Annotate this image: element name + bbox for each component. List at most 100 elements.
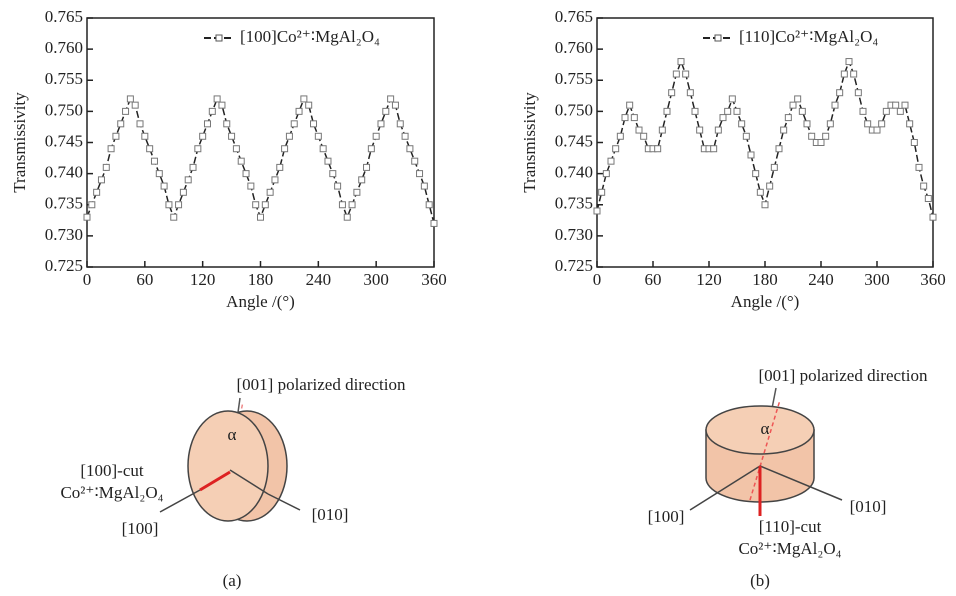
marker: [146, 145, 154, 153]
marker: [873, 126, 881, 134]
marker: [131, 101, 139, 109]
marker: [117, 120, 125, 128]
y-tick-label: 0.740: [555, 163, 593, 182]
marker: [141, 132, 149, 140]
marker: [377, 120, 385, 128]
marker: [845, 58, 853, 66]
marker: [257, 213, 264, 221]
x-tick-label: 300: [864, 270, 890, 289]
marker: [686, 89, 694, 97]
marker: [353, 188, 361, 196]
y-tick-label: 0.725: [555, 256, 593, 275]
marker: [228, 132, 236, 140]
marker: [654, 145, 662, 153]
axis-label: [001] polarized direction: [759, 366, 928, 385]
marker: [836, 89, 844, 97]
marker: [822, 132, 830, 140]
marker: [213, 95, 221, 103]
marker: [775, 145, 783, 153]
marker: [752, 170, 760, 178]
marker: [150, 157, 158, 165]
marker: [160, 182, 168, 190]
legend-marker: [714, 34, 722, 42]
marker: [840, 70, 848, 78]
marker: [896, 107, 904, 115]
marker: [300, 95, 308, 103]
y-tick-label: 0.745: [45, 131, 83, 150]
cylinder-top: [705, 405, 815, 455]
marker: [295, 107, 303, 115]
y-tick-label: 0.765: [45, 7, 83, 26]
axis-010: [267, 493, 301, 511]
x-axis-label: Angle /(°): [731, 292, 800, 311]
marker: [285, 132, 293, 140]
marker: [719, 114, 727, 122]
marker: [305, 101, 313, 109]
marker: [640, 132, 648, 140]
marker: [906, 120, 914, 128]
marker: [175, 201, 183, 209]
marker: [794, 95, 802, 103]
marker: [391, 101, 399, 109]
axis-label: [001] polarized direction: [237, 375, 406, 394]
x-tick-label: 300: [363, 270, 389, 289]
marker: [83, 213, 91, 221]
marker: [93, 188, 101, 196]
marker: [672, 70, 680, 78]
marker: [189, 163, 197, 171]
plot-frame: [596, 17, 934, 268]
axis-label: [010]: [312, 505, 349, 524]
marker: [747, 151, 755, 159]
axis-100: [689, 465, 761, 511]
x-axis-label: Angle /(°): [226, 292, 295, 311]
marker: [607, 157, 615, 165]
marker: [203, 120, 211, 128]
marker: [271, 176, 279, 184]
marker: [635, 126, 643, 134]
marker: [910, 139, 918, 146]
marker: [658, 126, 666, 134]
diagram-a: [001] polarized direction α [100]-cut Co…: [60, 375, 406, 590]
y-tick-label: 0.755: [555, 69, 593, 88]
series-line: [596, 59, 934, 218]
x-tick-label: 60: [136, 270, 153, 289]
axis-label: [100]: [122, 519, 159, 538]
marker: [724, 107, 732, 115]
marker: [136, 120, 144, 128]
caption: (b): [750, 571, 770, 590]
marker: [367, 145, 375, 153]
marker: [165, 201, 173, 209]
marker: [630, 114, 638, 122]
marker: [770, 163, 778, 171]
marker: [324, 157, 332, 165]
angle-label: α: [761, 419, 770, 438]
y-axis-label: Transmissivity: [520, 92, 539, 193]
marker: [329, 170, 337, 178]
legend-marker: [215, 34, 223, 42]
y-tick-label: 0.760: [45, 38, 83, 57]
legend-label: [110]Co²⁺∶MgAl₂O₄: [739, 27, 878, 46]
marker: [218, 101, 226, 109]
marker: [682, 70, 690, 78]
marker: [261, 201, 269, 209]
y-tick-label: 0.735: [45, 194, 83, 213]
marker: [348, 201, 356, 209]
x-tick-label: 180: [248, 270, 274, 289]
y-tick-label: 0.745: [555, 131, 593, 150]
x-tick-label: 180: [752, 270, 778, 289]
y-tick-label: 0.725: [45, 256, 83, 275]
marker: [850, 70, 858, 78]
marker: [247, 182, 255, 190]
marker: [382, 107, 390, 115]
crystal-label: Co²⁺∶MgAl₂O₄: [60, 483, 163, 502]
marker: [817, 139, 825, 146]
cut-label: [110]-cut: [759, 517, 822, 536]
marker: [798, 107, 806, 115]
marker: [710, 145, 718, 153]
marker: [170, 213, 178, 221]
marker: [831, 101, 839, 109]
x-tick-label: 360: [421, 270, 447, 289]
marker: [363, 163, 371, 171]
marker: [598, 188, 606, 196]
